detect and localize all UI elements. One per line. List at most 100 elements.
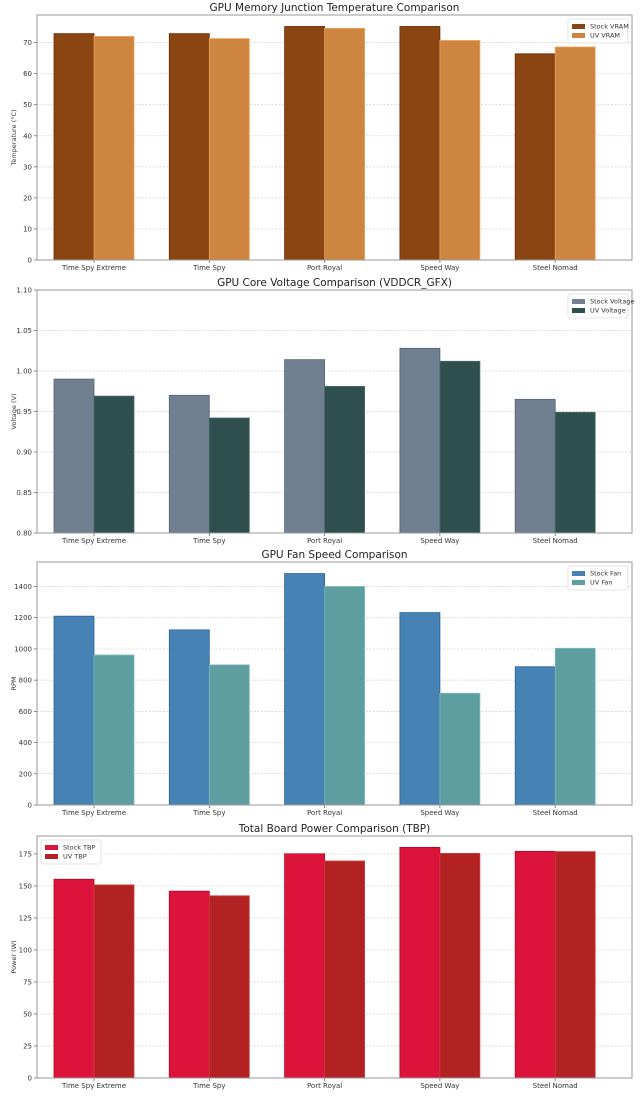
chart-3: GPU Fan Speed Comparison 0 200 400 600 800 100… — [10, 549, 633, 817]
legend-label-uv-tbp: UV TBP — [63, 853, 87, 861]
axes-frame — [36, 289, 633, 534]
y-tick-label: 800 — [19, 677, 32, 685]
legend-label-stock-vram: Stock VRAM — [590, 23, 629, 31]
bar-stock-fan-time-spy — [168, 629, 210, 806]
x-tick-label: Port Royal — [307, 1082, 342, 1090]
y-tick-label: 400 — [19, 739, 32, 747]
x-tick-label: Steel Nomad — [533, 264, 578, 272]
x-tick-label: Steel Nomad — [533, 1082, 578, 1090]
bar-uv-voltage-time-spy — [208, 417, 250, 534]
y-tick-label: 1000 — [14, 645, 32, 653]
y-tick-label: 20 — [23, 194, 32, 202]
x-tick-label: Time Spy — [192, 809, 225, 817]
y-tick-label: 0.80 — [16, 530, 32, 538]
y-tick-label: 200 — [19, 770, 32, 778]
y-tick-label: 0.95 — [16, 408, 32, 416]
chart-title: GPU Fan Speed Comparison — [261, 549, 407, 561]
x-tick-label: Port Royal — [307, 537, 342, 545]
legend-swatch-stock-fan — [572, 571, 585, 576]
y-tick-label: 1.10 — [16, 287, 32, 295]
x-tick-label: Time Spy Extreme — [61, 1082, 126, 1090]
y-tick-label: 600 — [19, 708, 32, 716]
bar-uv-tbp-time-spy-extreme — [93, 884, 135, 1079]
bar-uv-voltage-port-royal — [324, 385, 366, 534]
bar-uv-tbp-port-royal — [324, 860, 366, 1079]
y-tick-label: 1.05 — [16, 327, 32, 335]
x-tick-label: Steel Nomad — [533, 537, 578, 545]
y-axis-label: Power (W) — [10, 940, 18, 973]
legend-label-stock-tbp: Stock TBP — [63, 844, 95, 852]
bar-stock-voltage-port-royal — [284, 359, 326, 534]
bar-stock-tbp-time-spy — [168, 890, 210, 1079]
bar-uv-vram-time-spy-extreme — [93, 36, 135, 261]
y-tick-label: 1.00 — [16, 368, 32, 376]
y-tick-label: 1400 — [14, 583, 32, 591]
legend-label-uv-fan: UV Fan — [590, 579, 613, 587]
chart-1: GPU Memory Junction Temperature Comparis… — [10, 2, 633, 272]
bar-stock-fan-speed-way — [399, 612, 441, 806]
x-tick-label: Port Royal — [307, 264, 342, 272]
legend-label-stock-fan: Stock Fan — [590, 570, 621, 578]
bar-stock-vram-time-spy — [168, 33, 210, 261]
bar-uv-fan-steel-nomad — [554, 647, 596, 806]
bar-uv-vram-time-spy — [208, 38, 250, 261]
axes-frame — [36, 561, 633, 806]
x-tick-label: Speed Way — [420, 264, 459, 272]
bar-stock-voltage-steel-nomad — [514, 398, 556, 534]
x-tick-label: Speed Way — [420, 1082, 459, 1090]
x-tick-label: Time Spy — [192, 1082, 225, 1090]
bar-uv-fan-speed-way — [439, 692, 481, 806]
y-tick-label: 0 — [28, 1075, 32, 1083]
x-tick-label: Time Spy — [192, 264, 225, 272]
legend-label-stock-voltage: Stock Voltage — [590, 298, 634, 306]
legend-swatch-uv-tbp — [45, 854, 58, 859]
axes-frame — [36, 835, 633, 1079]
bar-uv-vram-speed-way — [439, 40, 481, 261]
bar-stock-voltage-time-spy — [168, 394, 210, 534]
bar-uv-fan-time-spy-extreme — [93, 654, 135, 806]
bar-uv-voltage-speed-way — [439, 360, 481, 534]
chart-title: GPU Core Voltage Comparison (VDDCR_GFX) — [217, 277, 452, 289]
y-tick-label: 25 — [23, 1042, 32, 1050]
y-tick-label: 70 — [23, 39, 32, 47]
y-tick-label: 0 — [28, 257, 32, 265]
y-axis-label: Temperature (°C) — [10, 109, 18, 166]
x-tick-label: Speed Way — [420, 809, 459, 817]
legend-swatch-uv-voltage — [572, 308, 585, 313]
y-tick-label: 150 — [19, 882, 32, 890]
bar-stock-tbp-port-royal — [284, 853, 326, 1079]
bar-stock-voltage-speed-way — [399, 347, 441, 534]
y-tick-label: 175 — [19, 850, 32, 858]
bar-stock-voltage-time-spy-extreme — [53, 378, 95, 534]
y-tick-label: 10 — [23, 225, 32, 233]
legend-label-uv-vram: UV VRAM — [590, 32, 620, 40]
y-tick-label: 0.90 — [16, 449, 32, 457]
y-tick-label: 125 — [19, 914, 32, 922]
legend-swatch-stock-vram — [572, 24, 585, 29]
y-tick-label: 30 — [23, 163, 32, 171]
bar-uv-voltage-steel-nomad — [554, 411, 596, 534]
bar-uv-vram-port-royal — [324, 27, 366, 261]
chart-2: GPU Core Voltage Comparison (VDDCR_GFX) 0… — [10, 277, 634, 545]
axes-frame — [36, 14, 633, 261]
bar-stock-fan-port-royal — [284, 573, 326, 806]
chart-title: Total Board Power Comparison (TBP) — [238, 823, 431, 835]
x-tick-label: Port Royal — [307, 809, 342, 817]
bar-uv-vram-steel-nomad — [554, 46, 596, 261]
x-tick-label: Time Spy — [192, 537, 225, 545]
bar-stock-tbp-time-spy-extreme — [53, 878, 95, 1079]
bar-stock-vram-speed-way — [399, 26, 441, 261]
legend-swatch-stock-tbp — [45, 845, 58, 850]
y-tick-label: 0.85 — [16, 489, 32, 497]
bar-stock-tbp-steel-nomad — [514, 850, 556, 1079]
y-tick-label: 1200 — [14, 614, 32, 622]
bar-uv-fan-time-spy — [208, 664, 250, 806]
bar-uv-tbp-time-spy — [208, 895, 250, 1079]
legend-label-uv-voltage: UV Voltage — [590, 307, 626, 315]
y-tick-label: 75 — [23, 978, 32, 986]
